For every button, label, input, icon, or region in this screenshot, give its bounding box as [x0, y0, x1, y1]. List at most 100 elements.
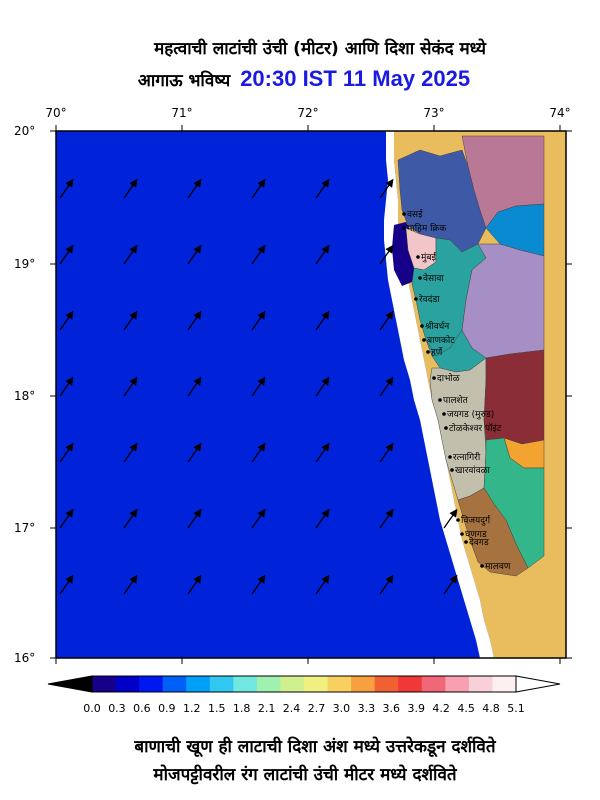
place-marker — [438, 398, 442, 402]
colorbar-swatch — [209, 676, 234, 692]
wave-arrow-head — [193, 508, 202, 518]
wave-arrow-head — [65, 310, 74, 320]
forecast-subtitle: आगाऊ भविष्य 20:30 IST 11 May 2025 — [0, 66, 600, 92]
wave-arrow-head — [65, 178, 74, 188]
wave-arrow-head — [65, 442, 74, 452]
wave-arrow-head — [193, 574, 202, 584]
colorbar-tick-label: 1.5 — [207, 702, 226, 715]
colorbar-tick-label: 1.2 — [183, 702, 201, 715]
wave-arrow-head — [129, 508, 138, 518]
place-marker — [420, 324, 424, 328]
colorbar-tick-label: 4.8 — [482, 702, 500, 715]
place-label: रत्नागिरी — [453, 451, 481, 463]
wave-arrow-head — [65, 508, 74, 518]
place-label: दाभोळ — [437, 372, 460, 384]
wave-arrow-head — [65, 574, 74, 584]
colorbar-tick-label: 0.0 — [83, 702, 101, 715]
colorbar-swatch — [351, 676, 376, 692]
wave-arrow-head — [385, 310, 394, 320]
colorbar-swatch — [162, 676, 187, 692]
wave-arrow-head — [65, 244, 74, 254]
colorbar-swatch — [374, 676, 399, 692]
colorbar-tick-label: 3.6 — [382, 702, 401, 715]
wave-arrow-head — [385, 574, 394, 584]
colorbar-swatch — [327, 676, 352, 692]
wave-arrow-head — [193, 178, 202, 188]
place-label: खारवांवळा — [455, 465, 491, 476]
wave-arrow-head — [385, 508, 394, 518]
place-marker — [442, 412, 446, 416]
wave-arrow-head — [257, 376, 266, 386]
colorbar-tick-label: 2.4 — [282, 702, 301, 715]
colorbar-tick-label: 4.2 — [432, 702, 450, 715]
wave-arrow-head — [321, 574, 330, 584]
colorbar-tick-label: 2.1 — [257, 702, 276, 715]
wave-arrow-head — [193, 244, 202, 254]
wave-arrow-head — [257, 310, 266, 320]
colorbar-min-arrow — [47, 675, 93, 693]
forecast-timestamp: 20:30 IST 11 May 2025 — [240, 66, 471, 91]
district-sindhudurg — [457, 487, 529, 577]
place-label: बाणकोट — [427, 334, 455, 346]
colorbar-frame — [91, 675, 517, 693]
place-label: मुंबई — [421, 251, 437, 263]
lon-label: 71° — [171, 106, 193, 120]
wave-arrow-head — [321, 178, 330, 188]
colorbar-tick-label: 4.5 — [457, 702, 475, 715]
place-label: मालवण — [485, 562, 511, 572]
place-marker — [402, 226, 406, 230]
place-marker — [422, 338, 426, 342]
place-marker — [444, 426, 448, 430]
colorbar-tick-label: 2.7 — [307, 702, 326, 715]
lat-label: 20° — [14, 124, 36, 138]
place-marker — [402, 212, 406, 216]
place-marker — [456, 518, 460, 522]
lon-label: 74° — [549, 106, 571, 120]
colorbar-swatch — [92, 676, 117, 692]
place-label: देवगड — [469, 536, 489, 548]
lat-label: 16° — [14, 651, 36, 665]
colorbar-tick-label: 3.3 — [357, 702, 376, 715]
wave-arrows — [59, 178, 458, 595]
wave-arrow-head — [65, 376, 74, 386]
forecast-label: आगाऊ भविष्य — [137, 71, 231, 91]
colorbar-swatch — [445, 676, 470, 692]
wave-arrow-head — [129, 376, 138, 386]
wave-arrow-head — [321, 508, 330, 518]
place-marker — [426, 350, 430, 354]
map-title: महत्वाची लाटांची उंची (मीटर) आणि दिशा से… — [154, 39, 486, 59]
place-label: वसई — [407, 208, 424, 220]
wave-arrow-head — [193, 310, 202, 320]
place-label: घणगड — [465, 530, 487, 540]
wave-arrow-head — [193, 442, 202, 452]
colorbar-tick-label: 1.8 — [232, 702, 251, 715]
colorbar-swatch — [468, 676, 493, 692]
colorbar-swatch — [139, 676, 164, 692]
colorbar-swatch — [186, 676, 211, 692]
wave-arrow-head — [257, 508, 266, 518]
place-label: विजयदुर्ग — [461, 514, 491, 526]
place-marker — [416, 255, 420, 259]
wave-arrow-head — [321, 376, 330, 386]
colorbar-tick-label: 5.1 — [507, 702, 525, 715]
wave-arrow-head — [449, 574, 458, 584]
colorbar-swatch — [492, 676, 517, 692]
wave-arrow-head — [193, 376, 202, 386]
place-marker — [480, 564, 484, 568]
footer-arrow-note: बाणाची खूण ही लाटाची दिशा अंश मध्ये उत्त… — [134, 737, 496, 757]
colorbar-swatch — [256, 676, 281, 692]
place-marker — [450, 468, 454, 472]
coastal-strip — [384, 131, 494, 658]
place-label: श्रीवर्धन — [425, 320, 450, 332]
colorbar-tick-label: 0.3 — [108, 702, 126, 715]
wave-arrow-head — [449, 508, 458, 518]
wave-arrow-head — [385, 376, 394, 386]
colorbar-max-arrow — [515, 675, 561, 693]
place-label: वेसावा — [423, 272, 444, 284]
wave-arrow-head — [129, 310, 138, 320]
colorbar-swatch — [280, 676, 305, 692]
place-marker — [448, 455, 452, 459]
place-marker — [460, 532, 464, 536]
wave-arrow-head — [321, 244, 330, 254]
